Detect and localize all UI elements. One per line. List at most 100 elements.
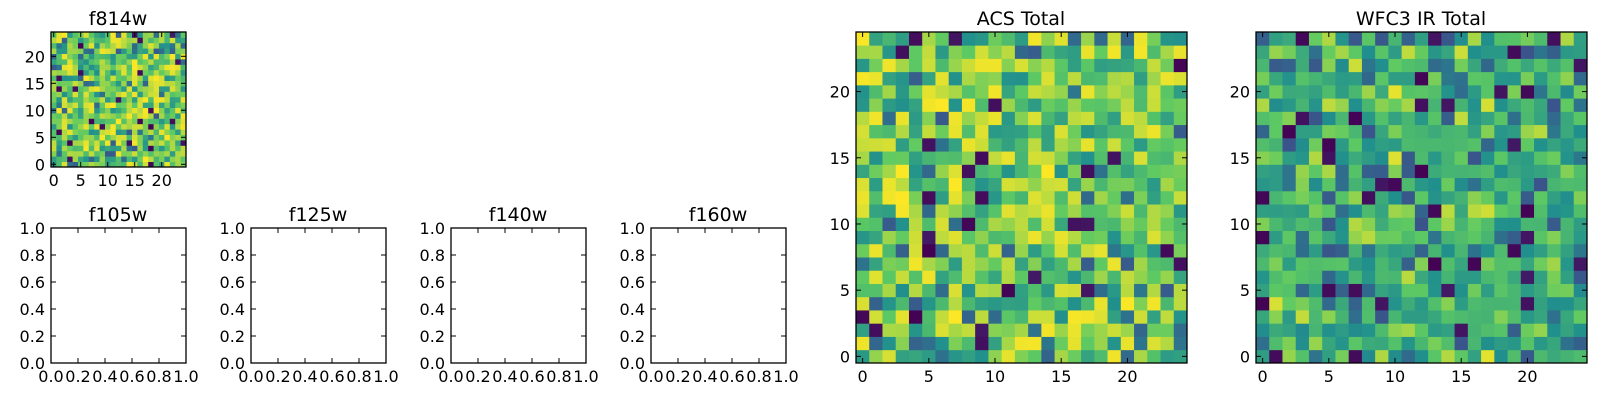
heatmap-cell [105,64,111,71]
heatmap-cell [948,336,963,351]
heatmap-cell [137,113,144,119]
heatmap-cell [975,71,989,86]
heatmap-cell [153,69,160,76]
heatmap-cell [1520,32,1535,46]
heatmap-cell [1335,257,1350,271]
heatmap-cell [1001,283,1016,298]
heatmap-cell [105,129,111,135]
heatmap-cell [935,111,950,126]
heatmap-cell [975,164,989,179]
heatmap-cell [115,156,122,162]
heatmap-cell [1454,349,1469,364]
heatmap-cell [1414,296,1429,311]
heatmap-cell [1160,58,1175,73]
heatmap-cell [56,96,63,103]
heatmap-cell [1534,323,1548,337]
y-tick-label: 10 [1230,215,1250,234]
heatmap-cell [88,64,95,71]
heatmap-cell [105,102,111,108]
heatmap-cell [1494,310,1508,324]
heatmap-cell [1534,296,1548,311]
heatmap-cell [142,91,149,98]
heatmap-cell [975,217,989,231]
heatmap-cell [1507,283,1522,298]
heatmap-cell [126,37,133,44]
heatmap-cell [1454,310,1469,324]
heatmap-cell [115,86,122,92]
heatmap-cell [1428,137,1442,152]
heatmap-cell [988,164,1003,179]
panel-title: ACS Total [977,8,1065,30]
heatmap-cell [1120,283,1135,298]
heatmap-cell [142,80,149,87]
heatmap-cell [1388,230,1403,245]
heatmap-cell [1107,296,1122,311]
heatmap-cell [56,80,63,87]
heatmap-cell [1295,310,1310,324]
heatmap-cell [175,107,181,114]
heatmap-cell [169,80,176,87]
heatmap-cell [94,32,100,38]
heatmap-cell [132,140,138,146]
axes-frame [250,227,387,364]
heatmap-cell [1560,217,1575,231]
heatmap-cell [1375,257,1389,271]
heatmap-cell [1120,204,1135,218]
heatmap-cell [115,32,122,38]
heatmap-cell [1282,177,1297,192]
heatmap-cell [948,349,963,364]
heatmap-cell [1507,217,1522,231]
heatmap-cell [922,257,936,271]
x-tick-label: 0.2 [65,367,90,386]
heatmap-cell [1014,230,1029,245]
heatmap-cell [132,134,138,141]
heatmap-cell [105,107,111,114]
heatmap-cell [922,124,936,139]
heatmap-cell [1573,45,1588,59]
heatmap-cell [67,59,73,65]
heatmap-cell [175,32,181,38]
heatmap-cell [1256,177,1270,192]
heatmap-cell [1081,164,1095,179]
heatmap-cell [1560,270,1575,284]
heatmap-cell [1028,323,1042,337]
heatmap-cell [105,113,111,119]
heatmap-cell [121,113,127,119]
heatmap-cell [1147,190,1161,205]
heatmap-cell [137,64,144,71]
y-tick-label: 20 [25,47,45,66]
heatmap-cell [67,42,73,49]
heatmap-cell [137,161,144,168]
heatmap-cell [1028,98,1042,112]
heatmap-cell [1361,270,1376,284]
heatmap-cell [175,102,181,108]
heatmap-cell [132,42,138,49]
heatmap-cell [110,64,117,71]
heatmap-cell [110,59,117,65]
heatmap-cell [83,69,90,76]
heatmap-cell [99,86,106,92]
heatmap-cell [115,59,122,65]
heatmap-cell [1494,177,1508,192]
heatmap-cell [948,257,963,271]
heatmap-cell [1401,111,1416,126]
heatmap-cell [1147,283,1161,298]
heatmap-cell [115,113,122,119]
heatmap-cell [1094,204,1108,218]
heatmap-cell [1401,32,1416,46]
heatmap-cell [1054,58,1069,73]
heatmap-cell [882,45,897,59]
heatmap-cell [110,161,117,168]
heatmap-cell [1282,257,1297,271]
heatmap-cell [1308,111,1323,126]
heatmap-cell [1361,98,1376,112]
heatmap-cell [1054,296,1069,311]
heatmap-cell [99,140,106,146]
heatmap-cell [922,283,936,298]
heatmap-cell [895,124,910,139]
heatmap-cell [1094,296,1108,311]
heatmap-cell [1308,84,1323,99]
y-tick-label: 10 [25,101,45,120]
heatmap-cell [975,124,989,139]
heatmap-cell [988,257,1003,271]
